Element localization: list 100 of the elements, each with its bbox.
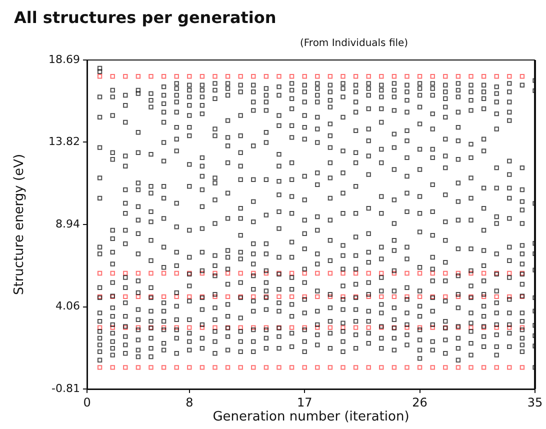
point: [340, 253, 346, 258]
point: [187, 325, 192, 330]
point: [187, 330, 192, 336]
point: [136, 354, 141, 360]
point: [110, 262, 115, 266]
point: [404, 297, 410, 302]
point: [212, 351, 218, 356]
point: [212, 198, 218, 202]
point: [456, 218, 461, 222]
point: [430, 81, 435, 86]
point: [353, 211, 358, 216]
point: [315, 322, 320, 328]
point: [443, 278, 448, 284]
point: [392, 221, 397, 226]
point: [315, 342, 320, 348]
point: [494, 252, 499, 256]
point: [174, 200, 179, 206]
point: [430, 126, 435, 132]
point: [161, 270, 166, 276]
point: [340, 297, 346, 302]
point: [136, 278, 141, 284]
point: [404, 310, 410, 316]
point: [110, 306, 115, 310]
point: [174, 124, 179, 130]
point: [430, 111, 435, 116]
point: [443, 136, 448, 142]
point: [302, 124, 307, 130]
point: [392, 145, 397, 150]
point: [494, 325, 499, 330]
point: [251, 308, 256, 314]
point: [404, 138, 410, 144]
point: [507, 365, 512, 370]
point: [148, 190, 154, 196]
point: [366, 292, 371, 297]
point: [225, 365, 230, 370]
point: [340, 211, 346, 216]
point: [430, 254, 435, 260]
point: [315, 140, 320, 145]
point: [161, 244, 166, 250]
point: [379, 160, 384, 166]
point: [225, 254, 230, 260]
point: [225, 190, 230, 196]
point: [289, 314, 294, 319]
point: [340, 329, 346, 334]
point: [225, 216, 230, 221]
point: [379, 120, 384, 125]
point: [443, 114, 448, 120]
point: [417, 348, 422, 352]
point: [392, 288, 397, 294]
point: [404, 256, 410, 262]
point: [494, 100, 499, 104]
point: [212, 365, 218, 370]
point: [212, 126, 218, 132]
point: [430, 92, 435, 98]
point: [520, 221, 525, 226]
point: [392, 94, 397, 100]
point: [97, 252, 102, 256]
point: [328, 122, 333, 126]
point: [302, 90, 307, 94]
point: [328, 160, 333, 166]
point: [481, 248, 486, 253]
point: [443, 260, 448, 265]
point: [456, 157, 461, 162]
point: [443, 298, 448, 304]
point: [328, 98, 333, 103]
point: [161, 158, 166, 164]
point: [366, 319, 371, 324]
point: [392, 336, 397, 341]
point: [404, 82, 410, 88]
point: [507, 297, 512, 302]
point: [481, 74, 486, 79]
point: [404, 365, 410, 370]
point: [328, 104, 333, 110]
point: [353, 307, 358, 312]
point: [200, 174, 205, 179]
point: [366, 260, 371, 265]
point: [200, 250, 205, 255]
point: [353, 253, 358, 258]
point: [97, 66, 102, 71]
point: [366, 74, 371, 79]
point: [212, 292, 218, 297]
x-tick-label: 0: [83, 395, 91, 410]
point: [264, 212, 269, 218]
point: [366, 86, 371, 91]
point: [366, 340, 371, 346]
point: [392, 317, 397, 322]
point: [174, 294, 179, 300]
point: [174, 336, 179, 341]
point: [289, 275, 294, 280]
point: [392, 270, 397, 276]
point: [264, 336, 269, 341]
point: [315, 74, 320, 79]
point: [379, 288, 384, 294]
point: [174, 224, 179, 230]
point: [123, 270, 128, 276]
point: [187, 228, 192, 233]
point: [456, 294, 461, 300]
point: [468, 108, 474, 113]
point: [276, 346, 282, 351]
point: [136, 307, 141, 312]
